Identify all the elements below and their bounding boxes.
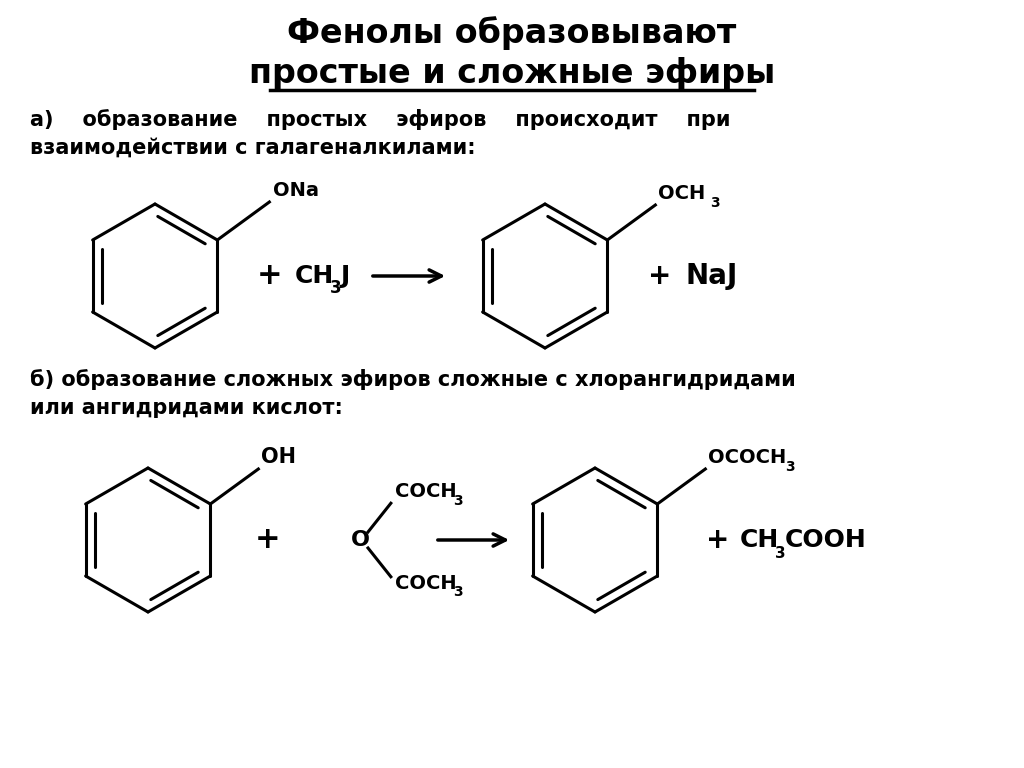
Text: COCH: COCH bbox=[395, 482, 457, 502]
Text: или ангидридами кислот:: или ангидридами кислот: bbox=[30, 398, 343, 418]
Text: NaJ: NaJ bbox=[685, 262, 737, 290]
Text: +: + bbox=[255, 525, 281, 554]
Text: 3: 3 bbox=[785, 460, 795, 474]
Text: +: + bbox=[648, 262, 672, 290]
Text: OCOCH: OCOCH bbox=[709, 448, 786, 467]
Text: +: + bbox=[707, 526, 730, 554]
Text: 3: 3 bbox=[453, 584, 463, 599]
Text: 3: 3 bbox=[711, 196, 720, 210]
Text: ONa: ONa bbox=[273, 181, 319, 200]
Text: COOH: COOH bbox=[785, 528, 866, 552]
Text: OH: OH bbox=[261, 447, 296, 467]
Text: OCH: OCH bbox=[658, 184, 706, 203]
Text: простые и сложные эфиры: простые и сложные эфиры bbox=[249, 57, 775, 90]
Text: б) образование сложных эфиров сложные с хлорангидридами: б) образование сложных эфиров сложные с … bbox=[30, 369, 796, 390]
Text: 3: 3 bbox=[330, 279, 342, 297]
Text: CH: CH bbox=[740, 528, 779, 552]
Text: COCH: COCH bbox=[395, 574, 457, 593]
Text: 3: 3 bbox=[453, 495, 463, 508]
Text: +: + bbox=[257, 261, 283, 290]
Text: CH: CH bbox=[295, 264, 334, 288]
Text: взаимодействии с галагеналкилами:: взаимодействии с галагеналкилами: bbox=[30, 138, 475, 158]
Text: Фенолы образовывают: Фенолы образовывают bbox=[288, 16, 736, 50]
Text: O: O bbox=[350, 530, 370, 550]
Text: 3: 3 bbox=[775, 547, 785, 561]
Text: J: J bbox=[340, 264, 349, 288]
Text: а)    образование    простых    эфиров    происходит    при: а) образование простых эфиров происходит… bbox=[30, 110, 730, 131]
